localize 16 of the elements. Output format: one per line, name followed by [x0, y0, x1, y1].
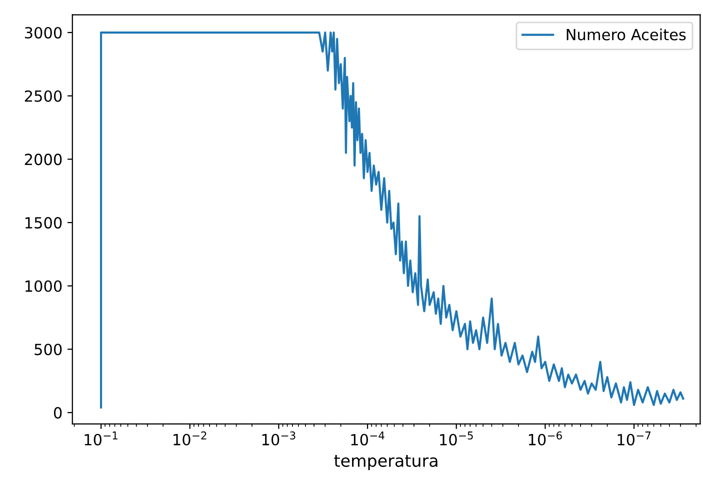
- x-tick-label: 10$^{−1}$: [84, 432, 118, 446]
- x-tick-label: 10$^{−7}$: [618, 432, 651, 446]
- x-tick-label: 10$^{−3}$: [262, 431, 296, 446]
- x-axis-title: temperatura: [334, 455, 438, 470]
- y-tick-label: 3000: [24, 26, 62, 39]
- legend-label: Numero Aceites: [566, 28, 686, 40]
- x-tick-label: 10$^{−4}$: [351, 432, 384, 446]
- x-tick-label: 10$^{−2}$: [174, 431, 206, 446]
- x-tick-label: 10$^{−6}$: [528, 431, 562, 446]
- y-tick-label: 2000: [24, 154, 62, 166]
- y-tick-label: 0: [54, 407, 62, 419]
- y-tick-label: 2500: [24, 90, 62, 102]
- y-tick-label: 1000: [25, 280, 62, 292]
- y-tick-label: 1500: [25, 217, 62, 229]
- x-tick-label: 10$^{−5}$: [440, 432, 473, 446]
- y-tick-label: 500: [34, 344, 62, 356]
